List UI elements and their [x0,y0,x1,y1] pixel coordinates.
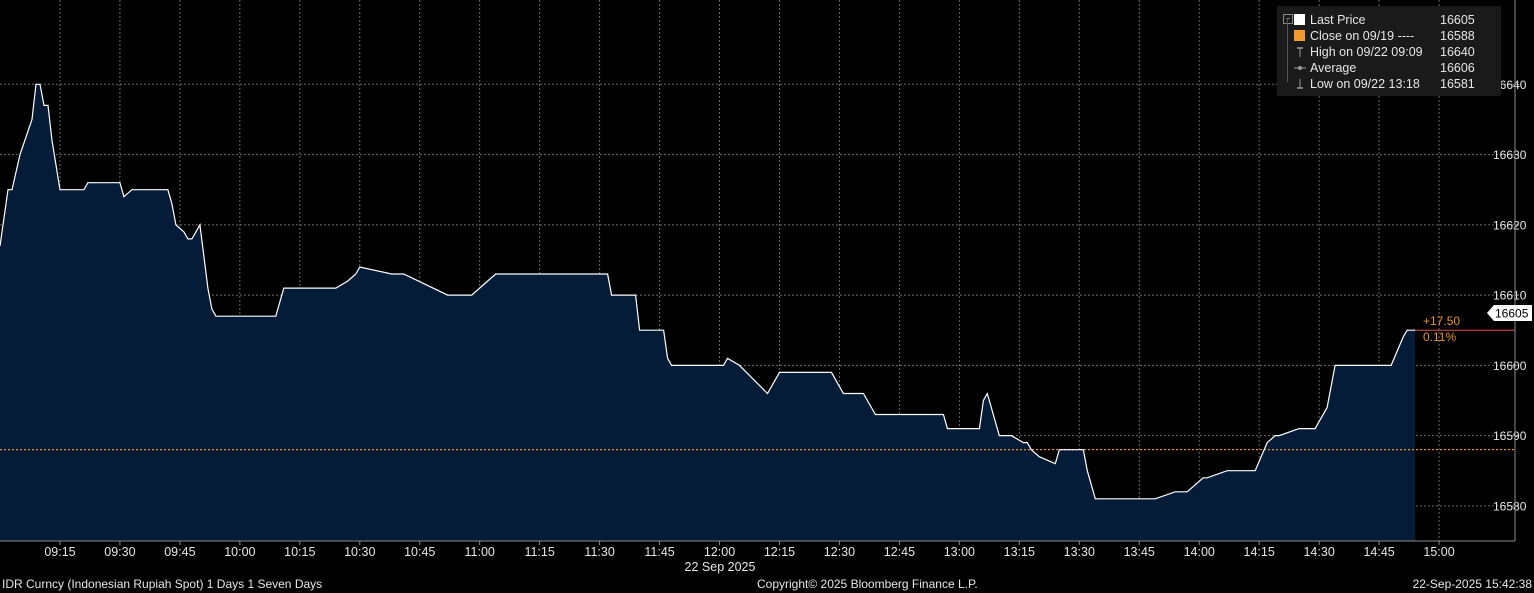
y-tick-label: 16580 [1493,499,1527,513]
x-tick-label: 11:00 [465,545,495,559]
x-tick-label: 11:15 [524,545,554,559]
legend-value: 16581 [1440,77,1475,91]
orange-square-icon [1294,30,1305,41]
y-tick-label: 16620 [1493,218,1527,232]
change-abs: +17.50 [1423,314,1460,328]
legend-item-low[interactable]: Low on 09/22 13:18 16581 [1277,76,1501,92]
x-tick-label: 12:30 [824,545,855,559]
x-tick-label: 14:00 [1184,545,1215,559]
y-tick-label: 16590 [1493,429,1527,443]
legend-item-high[interactable]: High on 09/22 09:09 16640 [1277,44,1501,60]
x-tick-label: 14:45 [1363,545,1394,559]
last-price-tag-text: 16605 [1495,307,1529,321]
footer-security-description: IDR Curncy (Indonesian Rupiah Spot) 1 Da… [2,577,323,591]
x-tick-label: 09:15 [44,545,75,559]
y-tick-label: 16610 [1493,289,1527,303]
legend-value: 16605 [1440,13,1475,27]
x-tick-label: 11:45 [644,545,674,559]
high-marker-icon [1293,44,1307,60]
legend-value: 16588 [1440,29,1475,43]
y-axis: 16580 16590 16600 16610 16620 16630 16640 [1493,78,1527,514]
x-tick-label: 15:00 [1423,545,1454,559]
legend-label: High on 09/22 09:09 [1310,45,1423,59]
footer-copyright: Copyright© 2025 Bloomberg Finance L.P. [757,577,978,591]
x-tick-label: 13:45 [1124,545,1155,559]
x-tick-label: 12:00 [704,545,735,559]
y-tick-label: 16640 [1493,78,1527,92]
low-marker-icon [1293,76,1307,92]
x-tick-label: 10:00 [224,545,255,559]
legend-label: Last Price [1310,13,1366,27]
x-tick-label: 10:30 [344,545,375,559]
last-price-tag: 16605 [1487,305,1532,321]
x-axis: 09:15 09:30 09:45 10:00 10:15 10:30 10:45 11:00… [44,541,1455,559]
x-tick-label: 14:15 [1244,545,1275,559]
price-area [0,84,1416,542]
legend-tree-line [1287,18,1288,82]
x-tick-label: 10:45 [404,545,435,559]
legend-value: 16606 [1440,61,1475,75]
legend-value: 16640 [1440,45,1475,59]
legend-item-average[interactable]: Average 16606 [1277,60,1501,76]
white-square-icon [1294,14,1305,25]
y-tick-label: 16600 [1493,359,1527,373]
x-tick-label: 14:30 [1303,545,1334,559]
x-tick-label: 11:30 [584,545,614,559]
x-tick-label: 12:15 [764,545,795,559]
legend-label: Average [1310,61,1357,75]
x-tick-label: 09:30 [104,545,135,559]
price-line [0,83,1416,500]
x-tick-label: 12:45 [884,545,915,559]
x-tick-label: 09:45 [164,545,195,559]
x-tick-label: 13:15 [1004,545,1035,559]
legend-label: Low on 09/22 13:18 [1310,77,1420,91]
legend-item-last-price[interactable]: Last Price 16605 [1277,12,1501,28]
last-price-tag-bg [1487,305,1532,321]
x-tick-label: 10:15 [284,545,315,559]
change-pct: 0.11% [1423,330,1456,344]
legend-label: Close on 09/19 ---- [1310,29,1415,43]
x-axis-date-label: 22 Sep 2025 [685,560,756,574]
y-tick-label: 16630 [1493,148,1527,162]
footer-timestamp: 22-Sep-2025 15:42:38 [1412,577,1532,591]
average-marker-icon [1293,60,1307,76]
legend[interactable]: − Last Price 16605 Close on 09/19 ---- 1… [1277,6,1501,96]
x-tick-label: 13:30 [1064,545,1095,559]
legend-item-close[interactable]: Close on 09/19 ---- 16588 [1277,28,1501,44]
x-tick-label: 13:00 [944,545,975,559]
